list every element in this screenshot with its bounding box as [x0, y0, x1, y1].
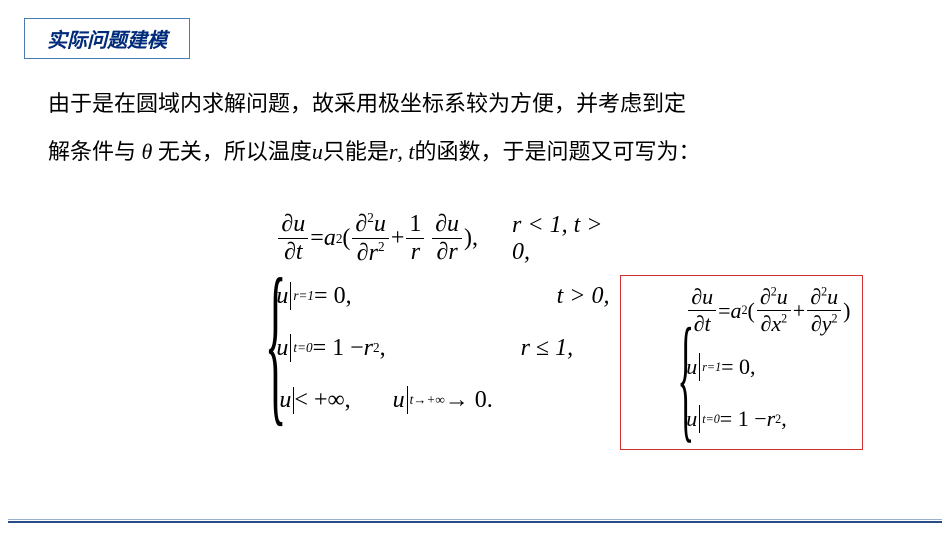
- one: 1: [406, 211, 424, 239]
- to-zero: → 0.: [445, 387, 493, 414]
- sub-t0: t=0: [293, 340, 312, 356]
- frac-1-r: 1 r: [406, 211, 424, 266]
- sq: 2: [378, 239, 385, 254]
- r: r: [369, 240, 378, 266]
- section-header: 实际问题建模: [24, 18, 190, 59]
- comma: ,: [380, 335, 386, 362]
- u: u: [702, 284, 713, 309]
- side-bc-row: ur=1 = 0,: [686, 345, 850, 389]
- plus: +: [793, 298, 805, 324]
- text-line2c: 只能是: [323, 139, 389, 164]
- cond2: t > 0,: [557, 283, 610, 310]
- x: x: [771, 311, 781, 336]
- text-line2d: 的函数，于是问题又可写为：: [415, 139, 701, 164]
- ic-row: ut=0 = 1 − r2, r ≤ 1,: [276, 325, 620, 371]
- text-line2b: 无关，所以温度: [152, 139, 312, 164]
- bc-row: ur=1 = 0, t > 0,: [276, 273, 620, 319]
- frac-d2u-dr2: ∂2u ∂r2: [352, 210, 388, 267]
- rparen: ): [843, 298, 850, 324]
- plus: +: [391, 225, 405, 252]
- u: u: [393, 387, 405, 414]
- eq-zero: = 0,: [721, 354, 755, 380]
- equals: =: [310, 225, 324, 252]
- theta-var: θ: [142, 139, 153, 164]
- partial: ∂: [357, 240, 369, 266]
- footer-rule: [8, 519, 942, 523]
- partial: ∂: [811, 311, 822, 336]
- comma: ,: [397, 139, 408, 164]
- sq: 2: [831, 312, 837, 326]
- bounded-row: u < +∞, ut→+∞ → 0.: [276, 377, 620, 423]
- text-line2a: 解条件与: [48, 139, 142, 164]
- eval-bar: [699, 405, 700, 433]
- left-brace-small: {: [677, 344, 694, 501]
- partial: ∂: [437, 239, 449, 265]
- eq-zero: = 0,: [314, 283, 352, 310]
- equals: =: [718, 298, 730, 324]
- side-rows: ∂u ∂t = a2 ( ∂2u ∂x2 + ∂2u ∂y2 ) ur=1 = …: [686, 284, 850, 441]
- body-paragraph: 由于是在圆域内求解问题，故采用极坐标系较为方便，并考虑到定 解条件与 θ 无关，…: [48, 80, 918, 177]
- section-title: 实际问题建模: [47, 30, 167, 52]
- sub-r1: r=1: [293, 288, 314, 304]
- u: u: [447, 211, 459, 237]
- cartesian-system-box: { ∂u ∂t = a2 ( ∂2u ∂x2 + ∂2u ∂y2 ) ur=1 …: [620, 275, 863, 450]
- r: r: [408, 239, 423, 266]
- cond1: r < 1, t > 0,: [512, 212, 620, 266]
- equation-rows: ∂u ∂t = a2 ( ∂2u ∂r2 + 1 r ∂u ∂r ), r < …: [276, 210, 620, 423]
- eq-1-r2: = 1 −: [720, 406, 767, 432]
- lt-inf: < +∞,: [294, 387, 350, 414]
- partial: ∂: [760, 284, 771, 309]
- text-line1: 由于是在圆域内求解问题，故采用极坐标系较为方便，并考虑到定: [48, 91, 686, 116]
- partial: ∂: [694, 311, 705, 336]
- sub-r1: r=1: [702, 360, 721, 375]
- cond3: r ≤ 1,: [521, 335, 574, 362]
- partial: ∂: [810, 284, 821, 309]
- rparen: ),: [464, 225, 478, 252]
- a: a: [324, 225, 336, 252]
- r: r: [767, 406, 776, 432]
- partial: ∂: [435, 211, 447, 237]
- eval-bar: [407, 386, 408, 414]
- sq: 2: [367, 210, 374, 225]
- y: y: [822, 311, 832, 336]
- u: u: [374, 211, 386, 237]
- eval-bar: [699, 353, 700, 381]
- lparen: (: [748, 298, 755, 324]
- side-ic-row: ut=0 = 1 − r2,: [686, 397, 850, 441]
- t: t: [296, 239, 303, 265]
- r: r: [448, 239, 457, 265]
- eq-1-r2: = 1 −: [313, 335, 364, 362]
- lparen: (: [342, 225, 350, 252]
- u: u: [827, 284, 838, 309]
- comma: ,: [781, 406, 787, 432]
- sq: 2: [336, 231, 343, 247]
- u: u: [293, 211, 305, 237]
- u-var: u: [312, 139, 323, 164]
- partial: ∂: [355, 211, 367, 237]
- pde-row: ∂u ∂t = a2 ( ∂2u ∂r2 + 1 r ∂u ∂r ), r < …: [276, 210, 620, 267]
- frac-d2u-dx2: ∂2u ∂x2: [757, 284, 791, 337]
- sub-t0: t=0: [702, 412, 720, 427]
- sq: 2: [781, 312, 787, 326]
- eval-bar: [290, 334, 291, 362]
- partial: ∂: [760, 311, 771, 336]
- frac-du-dr: ∂u ∂r: [432, 211, 462, 266]
- t: t: [705, 311, 711, 336]
- sq: 2: [373, 340, 380, 356]
- left-brace: {: [265, 295, 287, 508]
- frac-d2u-dy2: ∂2u ∂y2: [807, 284, 841, 337]
- u: u: [777, 284, 788, 309]
- a: a: [731, 298, 742, 324]
- sub-tinf: t→+∞: [410, 392, 445, 408]
- main-equation-system: { ∂u ∂t = a2 ( ∂2u ∂r2 + 1 r ∂u ∂r: [200, 210, 620, 423]
- eval-bar: [290, 282, 291, 310]
- side-pde-row: ∂u ∂t = a2 ( ∂2u ∂x2 + ∂2u ∂y2 ): [686, 284, 850, 337]
- r: r: [364, 335, 373, 362]
- partial: ∂: [281, 211, 293, 237]
